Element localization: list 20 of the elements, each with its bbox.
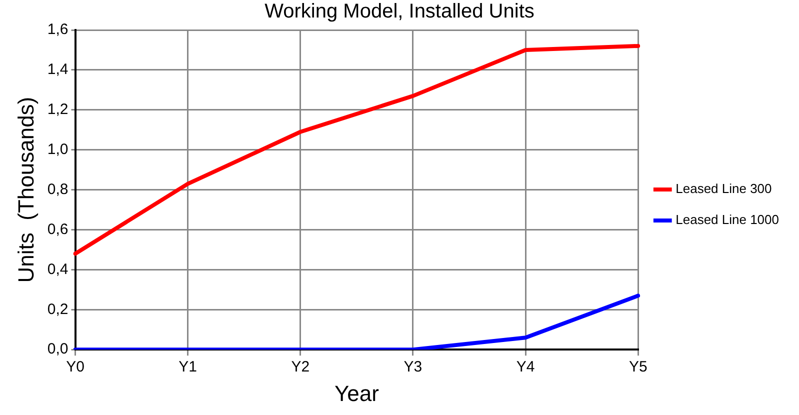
y-tick-label: 1,2 (47, 101, 68, 118)
y-tick-label: 0,0 (47, 340, 68, 358)
y-tick-label: 0,4 (47, 260, 68, 278)
x-tick-label: Y0 (66, 358, 84, 376)
y-tick-label: 0,2 (47, 300, 68, 318)
y-tick-label: 0,8 (47, 180, 68, 198)
x-tick-label: Y5 (628, 358, 648, 376)
y-tick-label: 1,6 (47, 21, 68, 38)
legend-label: Leased Line 1000 (676, 212, 780, 228)
x-tick-label: Y4 (516, 358, 535, 376)
y-tick-label: 1,4 (47, 61, 68, 78)
x-tick-label: Y1 (178, 358, 198, 376)
x-tick-label: Y3 (404, 358, 422, 376)
legend-label: Leased Line 300 (676, 181, 772, 196)
y-tick-label: 1,0 (47, 140, 68, 158)
x-tick-label: Y2 (291, 358, 310, 376)
x-axis-title: Year (334, 380, 379, 406)
y-tick-label: 0,6 (47, 220, 68, 238)
chart-title: Working Model, Installed Units (264, 0, 534, 23)
y-axis-title: Units (Thousands) (13, 96, 38, 283)
